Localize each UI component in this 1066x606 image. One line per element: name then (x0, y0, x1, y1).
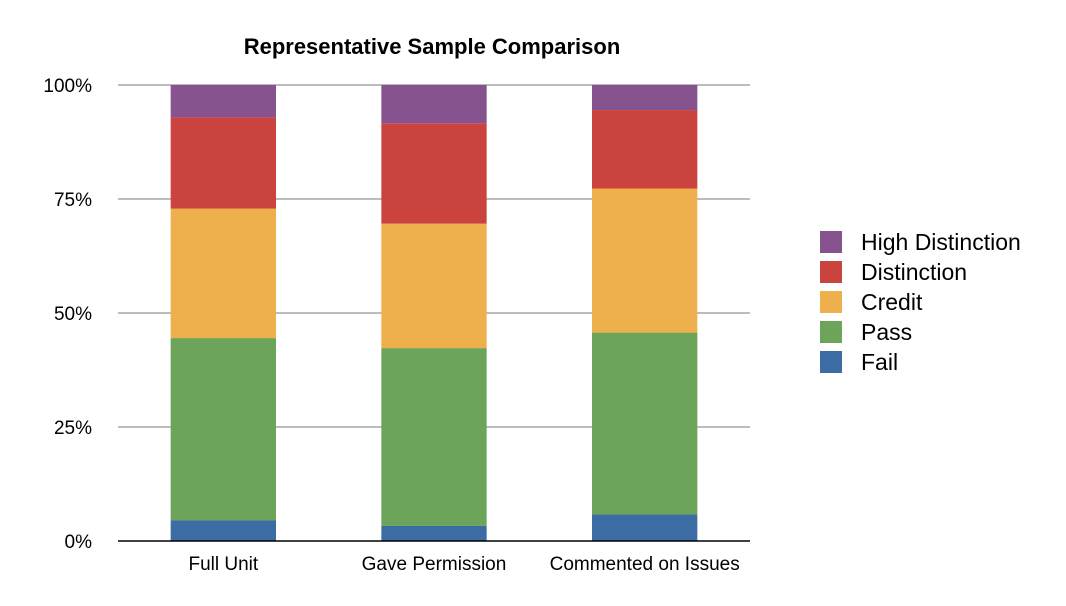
bars (170, 85, 698, 541)
bar-segment-high-distinction (381, 85, 487, 124)
y-tick-label: 75% (54, 190, 92, 211)
bar-segment-credit (170, 208, 276, 339)
legend-swatch (820, 231, 842, 253)
legend-swatch (820, 291, 842, 313)
bar-segment-distinction (381, 123, 487, 224)
bar-segment-distinction (592, 110, 698, 189)
y-tick-label: 50% (54, 304, 92, 325)
y-tick-label: 0% (65, 532, 93, 553)
x-tick-label: Commented on Issues (550, 554, 740, 575)
bar-segment-pass (170, 338, 276, 521)
chart-title: Representative Sample Comparison (244, 34, 621, 59)
bar-segment-high-distinction (170, 85, 276, 118)
bar-segment-fail (381, 525, 487, 541)
legend: High Distinction Distinction Credit Pass Fai… (820, 229, 1021, 375)
legend-label: Fail (861, 349, 898, 375)
axes: 0% 25% 50% 75% 100% Full Unit Gave Permission C… (43, 76, 750, 575)
bar-segment-fail (170, 520, 276, 541)
legend-swatch (820, 351, 842, 373)
legend-swatch (820, 321, 842, 343)
bar-segment-credit (381, 223, 487, 349)
bar-segment-pass (381, 348, 487, 526)
x-tick-label: Full Unit (188, 554, 258, 575)
legend-label: High Distinction (861, 229, 1021, 255)
legend-swatch (820, 261, 842, 283)
bar-segment-high-distinction (592, 85, 698, 111)
legend-label: Credit (861, 289, 923, 315)
bar-segment-credit (592, 188, 698, 333)
legend-label: Pass (861, 319, 912, 345)
bar-segment-distinction (170, 117, 276, 209)
legend-label: Distinction (861, 259, 967, 285)
y-tick-label: 100% (43, 76, 92, 97)
y-tick-label: 25% (54, 418, 92, 439)
bar-segment-pass (592, 332, 698, 515)
x-tick-label: Gave Permission (362, 554, 507, 575)
bar-segment-fail (592, 514, 698, 541)
